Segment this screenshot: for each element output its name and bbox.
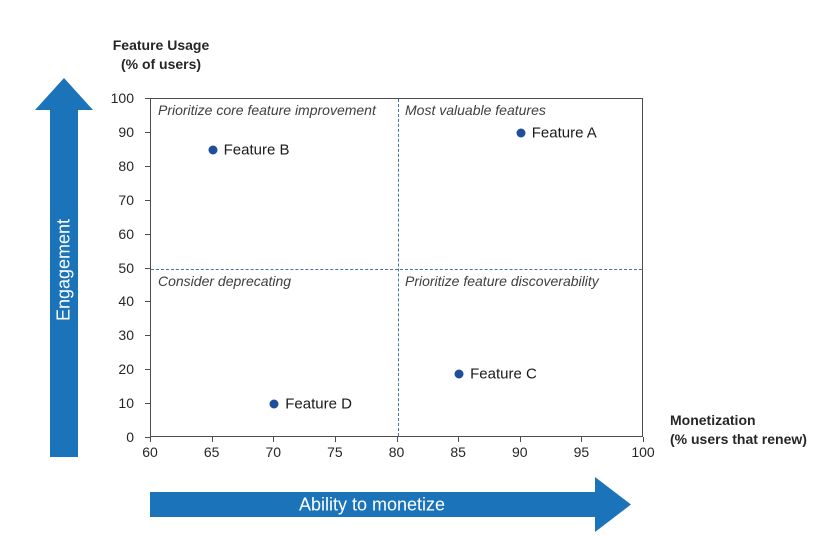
y-tick-label: 90 bbox=[118, 123, 134, 140]
y-tick-label: 20 bbox=[118, 361, 134, 378]
x-tick-mark bbox=[334, 437, 336, 442]
data-point bbox=[454, 369, 464, 379]
y-tick-mark bbox=[145, 199, 150, 201]
y-tick-label: 50 bbox=[118, 259, 134, 276]
y-tick-label: 40 bbox=[118, 293, 134, 310]
monetize-arrow-label: Ability to monetize bbox=[298, 494, 446, 515]
x-tick-mark bbox=[396, 437, 398, 442]
x-tick-label: 95 bbox=[573, 444, 590, 460]
y-tick-label: 30 bbox=[118, 327, 134, 344]
quadrant-label-bottom-left: Consider deprecating bbox=[158, 273, 292, 289]
x-tick-label: 60 bbox=[142, 444, 158, 460]
x-tick-label: 90 bbox=[511, 444, 528, 460]
y-axis-title: Feature Usage (% of users) bbox=[86, 36, 236, 74]
x-tick-mark bbox=[458, 437, 460, 442]
data-point bbox=[208, 145, 218, 155]
x-tick-mark bbox=[273, 437, 275, 442]
engagement-arrow-shape bbox=[35, 78, 93, 457]
y-axis-title-line1: Feature Usage bbox=[112, 37, 210, 53]
y-tick-mark bbox=[145, 165, 150, 167]
y-tick-mark bbox=[145, 267, 150, 269]
y-tick-mark bbox=[145, 301, 150, 303]
x-tick-label: 100 bbox=[631, 444, 655, 460]
x-axis-title: Monetization (% users that renew) bbox=[670, 411, 835, 449]
y-tick-label: 60 bbox=[118, 225, 134, 242]
x-tick-label: 70 bbox=[265, 444, 282, 460]
y-tick-label: 0 bbox=[126, 429, 134, 445]
engagement-arrow bbox=[35, 78, 93, 457]
data-point-label: Feature B bbox=[223, 141, 290, 159]
y-tick-label: 100 bbox=[110, 90, 134, 106]
y-tick-label: 70 bbox=[118, 191, 134, 208]
quadrant-label-bottom-right: Prioritize feature discoverability bbox=[405, 273, 599, 289]
y-tick-label: 80 bbox=[118, 157, 134, 174]
data-point bbox=[269, 399, 279, 409]
y-tick-mark bbox=[145, 403, 150, 405]
y-tick-mark bbox=[145, 233, 150, 235]
engagement-arrow-label: Engagement bbox=[53, 218, 74, 322]
y-tick-mark bbox=[145, 131, 150, 133]
x-axis-title-line1: Monetization bbox=[670, 412, 756, 428]
data-point bbox=[516, 128, 526, 138]
x-tick-mark bbox=[643, 437, 644, 442]
x-tick-mark bbox=[581, 437, 583, 442]
y-tick-label: 10 bbox=[118, 395, 134, 412]
x-tick-mark bbox=[150, 437, 151, 442]
y-tick-mark bbox=[145, 369, 150, 371]
x-tick-label: 80 bbox=[388, 444, 405, 460]
y-tick-mark bbox=[145, 98, 150, 99]
data-point-label: Feature D bbox=[285, 395, 352, 413]
y-axis-title-line2: (% of users) bbox=[120, 56, 202, 72]
data-point-label: Feature C bbox=[470, 365, 537, 383]
monetize-arrow-shape bbox=[150, 477, 631, 532]
y-tick-mark bbox=[145, 335, 150, 337]
y-tick-mark bbox=[145, 437, 150, 438]
monetize-arrow bbox=[150, 477, 631, 532]
quadrant-divider-vertical bbox=[397, 99, 399, 436]
quadrant-divider-horizontal bbox=[151, 268, 642, 270]
x-tick-label: 85 bbox=[450, 444, 466, 460]
quadrant-label-top-left: Prioritize core feature improvement bbox=[158, 102, 376, 118]
data-point-label: Feature A bbox=[531, 124, 597, 142]
x-tick-label: 65 bbox=[203, 444, 220, 460]
x-tick-mark bbox=[211, 437, 213, 442]
quadrant-label-top-right: Most valuable features bbox=[405, 102, 546, 118]
x-tick-label: 75 bbox=[327, 444, 343, 460]
x-axis-title-line2: (% users that renew) bbox=[670, 431, 807, 447]
x-tick-mark bbox=[519, 437, 521, 442]
plot-area: Prioritize core feature improvement Most… bbox=[150, 98, 643, 437]
